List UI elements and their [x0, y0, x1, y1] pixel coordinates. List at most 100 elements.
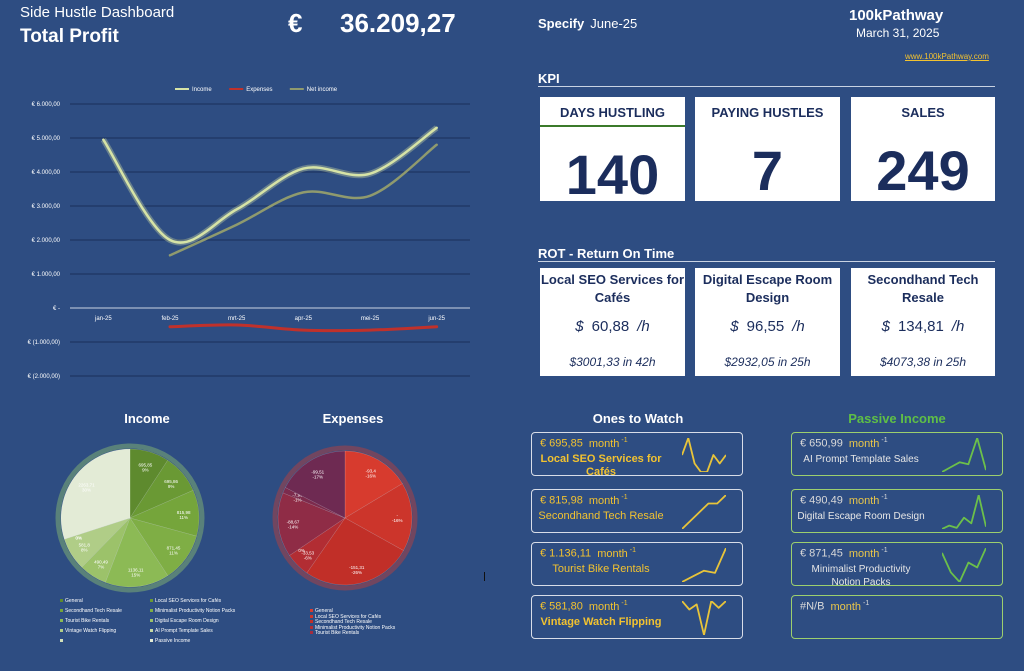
- legend-label: General: [315, 608, 333, 614]
- slice-pct-label: 0%: [298, 548, 305, 553]
- passive-monthly-value: € 490,49 month -1: [800, 494, 888, 507]
- sparkline-path: [942, 495, 986, 529]
- pie-slice: [129, 448, 169, 519]
- y-tick-label: € 2.000,00: [32, 238, 61, 244]
- legend-label: Income: [192, 87, 212, 93]
- slice-value-label: -88,67: [287, 519, 300, 524]
- rot-summary: $4073,38 in 25h: [879, 355, 967, 369]
- x-tick-label: feb-25: [161, 316, 179, 322]
- y-tick-label: € 3.000,00: [32, 204, 61, 210]
- rot-divider: [538, 261, 995, 262]
- rot-title: Secondhand Tech Resale: [867, 272, 979, 305]
- income-pie-chart: 695,859%695,869%815,9811%871,4511%1136,1…: [55, 443, 205, 593]
- kpi-divider: [538, 86, 995, 87]
- slice-pct-label: 7%: [98, 564, 105, 569]
- watch-name: Secondhand Tech Resale: [538, 510, 664, 522]
- pie-slice: [104, 517, 169, 588]
- currency-symbol: €: [288, 8, 303, 38]
- series-line-income: [102, 126, 438, 244]
- rot-rate: $96,55/h: [730, 318, 805, 335]
- period-exponent: -1: [629, 547, 636, 554]
- value-text: € 581,80: [540, 600, 583, 613]
- passive-card[interactable]: #N/B month -1: [791, 595, 1003, 639]
- sparkline: [942, 548, 986, 582]
- kpi-value: 249: [876, 139, 970, 202]
- y-tick-label: € 1.000,00: [32, 272, 61, 278]
- legend-label: Local SEO Services for Cafés: [315, 613, 382, 620]
- pie-slice: [60, 448, 131, 540]
- legend-swatch: [60, 639, 63, 643]
- legend-label: General: [65, 598, 83, 604]
- rot-summary: $3001,33 in 42h: [569, 355, 656, 369]
- sparkline: [682, 601, 726, 635]
- slice-value-label: -99,51: [311, 469, 324, 474]
- series-line-net-income: [168, 143, 438, 257]
- x-tick-label: mei-25: [361, 316, 380, 322]
- slice-pct-label: 9%: [142, 467, 149, 472]
- slice-value-label: -: [397, 513, 399, 518]
- value-text: € 695,85: [540, 437, 583, 450]
- legend-label: Tourist Bike Rentals: [315, 630, 360, 636]
- passive-card[interactable]: € 490,49 month -1 Digital Escape Room Desig…: [791, 489, 1003, 533]
- rot-title: Digital Escape Room Design: [702, 272, 833, 305]
- period-exponent: -1: [621, 437, 628, 444]
- legend-label: Minimalist Productivity Notion Packs: [155, 608, 236, 614]
- watch-card[interactable]: € 581,80 month -1 Vintage Watch Flipping: [531, 595, 743, 639]
- sparkline: [942, 438, 986, 472]
- legend-swatch: [310, 614, 313, 618]
- passive-name: Minimalist Productivity Notion Packs: [811, 564, 911, 588]
- watch-card[interactable]: € 1.136,11 month -1 Tourist Bike Rentals: [531, 542, 743, 586]
- value-text: € 650,99: [800, 437, 843, 450]
- expenses-pie-chart: -93,4-16%--16%-151,31-26%-33,53-6%00%-88…: [272, 445, 418, 591]
- pie-glow: [55, 443, 205, 593]
- watch-card[interactable]: € 815,98 month -1 Secondhand Tech Resale: [531, 489, 743, 533]
- slice-value-label: 871,45: [167, 546, 181, 551]
- rot-card-escape: Digital Escape Room Design $96,55/h $293…: [695, 268, 840, 376]
- value-text: #N/B: [800, 600, 825, 613]
- slice-pct-label: 0%: [76, 536, 83, 541]
- passive-monthly-value: € 650,99 month -1: [800, 437, 888, 450]
- watch-name: Tourist Bike Rentals: [552, 563, 650, 575]
- slice-value-label: 695,85: [138, 462, 152, 467]
- passive-income-heading: Passive Income: [848, 411, 946, 426]
- legend-label: AI Prompt Template Sales: [155, 628, 213, 634]
- legend-item: Vintage Watch Flipping: [60, 628, 116, 634]
- period-exponent: -1: [881, 494, 888, 501]
- legend-item: Local SEO Services for Cafés: [310, 614, 381, 620]
- legend-item: [60, 638, 65, 644]
- y-tick-label: € -: [53, 306, 60, 312]
- website-link[interactable]: www.100kPathway.com: [905, 52, 989, 61]
- slice-pct-label: 0%: [76, 536, 83, 541]
- slice-pct-label: 15%: [131, 573, 140, 578]
- pie-slice: [81, 517, 131, 583]
- slice-pct-label: -26%: [352, 570, 363, 575]
- pie-slice: [289, 517, 346, 574]
- app-title: Side Hustle Dashboard: [20, 4, 175, 21]
- slice-pct-label: 30%: [82, 487, 91, 492]
- watch-card[interactable]: € 695,85 month -1 Local SEO Services for Ca…: [531, 432, 743, 478]
- watch-monthly-value: € 581,80 month -1: [540, 600, 628, 613]
- slice-value-label: 581,8: [79, 542, 91, 547]
- legend-label: Tourist Bike Rentals: [65, 618, 110, 624]
- legend-swatch: [150, 639, 153, 643]
- specify-field[interactable]: Specify June-25: [538, 16, 637, 31]
- passive-card[interactable]: € 871,45 month -1 Minimalist Productivity N…: [791, 542, 1003, 588]
- slice-pct-label: -17%: [312, 474, 323, 479]
- legend-label: Secondhand Tech Resale: [65, 608, 122, 614]
- passive-monthly-value: € 871,45 month -1: [800, 547, 888, 560]
- income-pie-title: Income: [124, 411, 170, 426]
- sparkline-path: [682, 438, 726, 472]
- legend-swatch: [150, 609, 153, 613]
- specify-value[interactable]: June-25: [590, 16, 638, 31]
- legend-label: Passive Income: [155, 638, 191, 644]
- x-tick-label: apr-25: [295, 316, 313, 322]
- legend-item: Local SEO Services for Cafés: [150, 598, 221, 604]
- pie-glow: [272, 445, 418, 591]
- legend-label: Net income: [307, 87, 338, 93]
- passive-card[interactable]: € 650,99 month -1 AI Prompt Template Sales: [791, 432, 1003, 476]
- legend-item: General: [60, 598, 83, 604]
- period-text: month: [588, 600, 620, 613]
- period-text: month: [848, 437, 880, 450]
- legend-swatch: [310, 609, 313, 613]
- y-tick-label: € 6.000,00: [32, 102, 61, 108]
